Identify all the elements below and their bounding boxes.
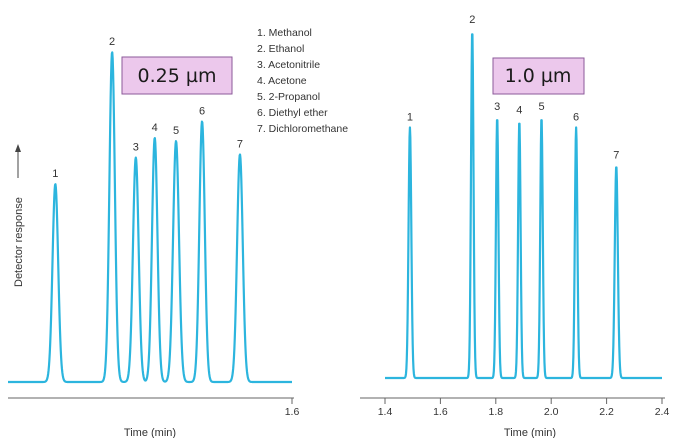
y-axis-title-text: Detector response <box>13 197 25 287</box>
peak-label-right-3: 3 <box>494 101 500 113</box>
legend-item-1: 1. Methanol <box>257 27 312 39</box>
x-ticks-right: 1.4 1.6 1.8 2.0 2.2 2.4 <box>378 398 670 418</box>
legend-item-7: 7. Dichloromethane <box>257 123 348 135</box>
peak-label-left-5: 5 <box>173 125 179 137</box>
film-thickness-box-right: 1.0 µm <box>492 57 585 95</box>
x-axis-title-left: Time (min) <box>124 427 176 438</box>
x-axis-title-right: Time (min) <box>504 427 556 438</box>
peak-label-right-5: 5 <box>538 101 544 113</box>
legend-item-2: 2. Ethanol <box>257 43 304 55</box>
x-tick-label-right-5: 2.4 <box>655 406 670 418</box>
peak-label-right-6: 6 <box>573 111 579 123</box>
x-tick-label-right-3: 2.0 <box>544 406 559 418</box>
peak-label-left-3: 3 <box>133 142 139 154</box>
film-thickness-label-left: 0.25 µm <box>138 65 217 87</box>
chromatogram-right: 1.4 1.6 1.8 2.0 2.2 2.4 Time (min) 1 2 3 4 5 6 7 1.… <box>360 14 669 438</box>
film-thickness-box-left: 0.25 µm <box>121 56 233 95</box>
peak-label-left-6: 6 <box>199 105 205 117</box>
peak-label-left-1: 1 <box>52 168 58 180</box>
peak-label-right-4: 4 <box>516 105 522 117</box>
y-axis-title: Detector response <box>13 144 25 287</box>
peak-label-right-7: 7 <box>613 150 619 162</box>
legend-item-6: 6. Diethyl ether <box>257 107 328 119</box>
peak-label-left-7: 7 <box>237 138 243 150</box>
x-tick-label-right-0: 1.4 <box>378 406 393 418</box>
chromatogram-trace-right <box>384 33 663 380</box>
y-axis-arrow-head-icon <box>15 144 21 152</box>
peak-label-left-2: 2 <box>109 36 115 48</box>
legend-item-5: 5. 2-Propanol <box>257 91 320 103</box>
legend-item-4: 4. Acetone <box>257 75 307 87</box>
film-thickness-label-right: 1.0 µm <box>505 65 572 87</box>
chromatogram-left: 1.6 Time (min) Detector response 1 2 3 4 5 6 7… <box>7 36 300 438</box>
compound-legend: 1. Methanol 2. Ethanol 3. Acetonitrile 4… <box>257 27 348 135</box>
x-tick-label-right-4: 2.2 <box>599 406 614 418</box>
legend-item-3: 3. Acetonitrile <box>257 59 320 71</box>
peak-labels-right: 1 2 3 4 5 6 7 <box>407 14 620 162</box>
peak-label-right-1: 1 <box>407 111 413 123</box>
x-tick-label-right-2: 1.8 <box>488 406 503 418</box>
peak-label-right-2: 2 <box>469 14 475 26</box>
film-thickness-box-right-bg <box>492 57 585 95</box>
x-tick-label-right-1: 1.6 <box>433 406 448 418</box>
chromatogram-trace-left <box>7 51 293 384</box>
peak-label-left-4: 4 <box>152 122 158 134</box>
peak-labels-left: 1 2 3 4 5 6 7 <box>52 36 243 180</box>
film-thickness-box-left-bg <box>121 56 233 95</box>
x-tick-label-left-0: 1.6 <box>285 406 300 418</box>
